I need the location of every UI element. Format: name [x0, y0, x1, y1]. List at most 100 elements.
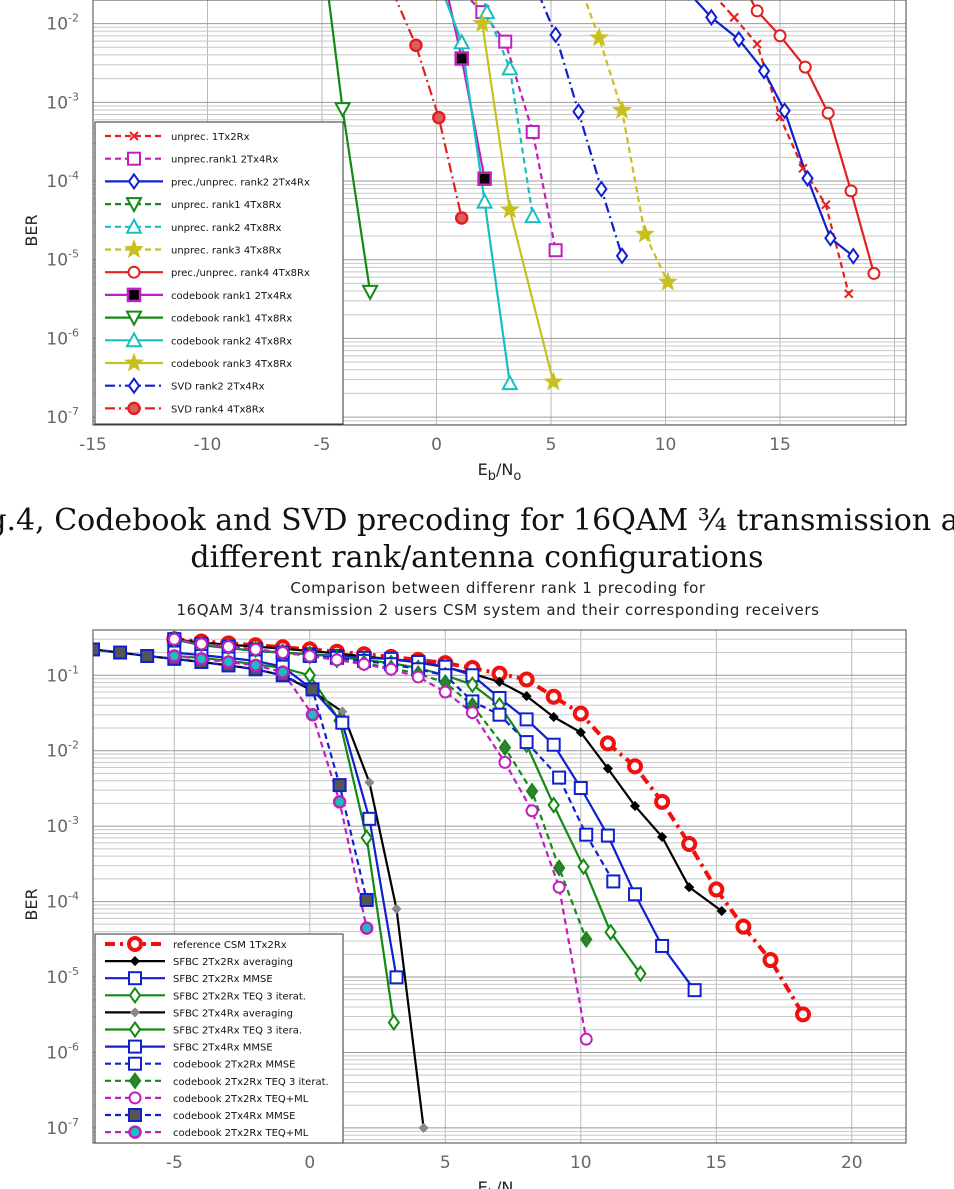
data-point: [604, 923, 617, 941]
y-tick-label: 10-7: [46, 1116, 79, 1139]
data-point: [525, 804, 539, 818]
x-tick-label: 10: [570, 1153, 592, 1173]
series-line: [395, 0, 463, 219]
data-point: [778, 102, 791, 120]
data-point: [387, 1013, 401, 1032]
data-point: [628, 887, 642, 902]
legend-swatch-marker: [128, 986, 142, 1005]
data-point: [276, 646, 290, 660]
data-point: [472, 13, 493, 33]
legend-swatch-marker: [126, 287, 142, 303]
data-point: [221, 655, 236, 669]
data-point: [330, 653, 344, 667]
legend-swatch-marker: [127, 936, 143, 952]
data-point: [600, 828, 615, 843]
legend-entry: codebook 2Tx2Rx TEQ+ML: [173, 1094, 309, 1105]
y-tick-label: 10-6: [46, 326, 79, 349]
data-point: [599, 735, 616, 752]
data-point: [606, 874, 621, 889]
data-point: [577, 857, 590, 876]
data-point: [654, 793, 671, 810]
data-point: [824, 229, 837, 247]
legend-swatch-marker: [125, 331, 143, 348]
data-point: [705, 8, 718, 27]
data-point: [627, 758, 643, 775]
data-point: [453, 33, 471, 50]
data-point: [432, 110, 446, 125]
data-point: [305, 707, 320, 722]
data-point: [543, 371, 564, 391]
y-axis-label: BER: [22, 214, 41, 246]
data-point: [194, 652, 209, 666]
data-point: [579, 930, 593, 949]
data-point: [389, 970, 404, 985]
x-axis-label: Eb/No: [478, 1178, 522, 1189]
data-point: [547, 796, 560, 814]
legend-entry: codebook rank3 4Tx8Rx: [171, 359, 292, 370]
legend-entry: prec./unprec. rank4 4Tx8Rx: [171, 268, 310, 279]
data-point: [113, 645, 128, 660]
legend-swatch-marker: [128, 1020, 142, 1039]
legend-entry: prec./unprec. rank2 2Tx4Rx: [171, 177, 310, 188]
data-point: [579, 827, 594, 842]
data-point: [844, 288, 854, 299]
data-point: [360, 829, 373, 847]
x-tick-label: 15: [705, 1153, 727, 1173]
data-point: [752, 39, 762, 49]
legend-entry: SVD rank2 2Tx4Rx: [171, 382, 265, 393]
data-point: [357, 657, 371, 671]
data-point: [332, 795, 347, 809]
legend-entry: unprec. rank2 4Tx8Rx: [171, 223, 282, 234]
x-tick-label: 5: [440, 1153, 451, 1173]
data-point: [572, 102, 585, 121]
data-point: [384, 662, 398, 676]
legend-swatch-marker: [128, 1056, 142, 1071]
figure-caption-line1: Fig.4, Codebook and SVD precoding for 16…: [0, 503, 954, 538]
data-point: [418, 1122, 429, 1133]
data-point: [275, 665, 290, 679]
data-point: [498, 34, 513, 49]
data-point: [167, 649, 182, 663]
data-point: [391, 903, 402, 914]
data-point: [303, 666, 317, 684]
data-point: [549, 26, 562, 44]
figure-caption-line2: different rank/antenna configurations: [190, 540, 763, 575]
data-point: [657, 831, 668, 842]
legend-entry: codebook 2Tx4Rx MMSE: [173, 1111, 295, 1122]
legend-swatch-marker: [128, 1108, 142, 1122]
legend-swatch-marker: [128, 971, 142, 986]
data-point: [795, 1006, 812, 1023]
series-group: [93, 630, 812, 1133]
data-point: [575, 727, 586, 738]
legend-swatch-marker: [129, 131, 139, 141]
plot-frame: [92, 0, 907, 426]
series-line: [444, 0, 511, 384]
legend-entry: SFBC 2Tx4Rx TEQ 3 itera.: [173, 1026, 302, 1037]
x-axis-label: Eb/No: [478, 460, 522, 484]
data-point: [337, 706, 348, 717]
x-tick-label: 5: [546, 435, 557, 455]
data-point: [499, 199, 520, 219]
legend-entry: unprec. rank1 4Tx8Rx: [171, 200, 282, 211]
data-point: [684, 882, 695, 893]
data-point: [478, 3, 496, 20]
data-point: [732, 30, 746, 49]
series-line: [749, 0, 875, 274]
legend-swatch-marker: [124, 239, 144, 258]
y-tick-label: 10-3: [46, 814, 79, 837]
data-point: [498, 755, 512, 769]
data-point: [249, 642, 263, 656]
data-point: [716, 905, 727, 917]
legend-swatch-marker: [129, 1007, 141, 1018]
legend-entry: codebook 2Tx2Rx MMSE: [173, 1060, 295, 1071]
legend-entry: SFBC 2Tx4Rx averaging: [173, 1008, 293, 1019]
data-point: [194, 637, 208, 651]
data-point: [687, 983, 702, 998]
series-line: [174, 638, 588, 1040]
data-point: [844, 184, 858, 198]
data-point: [492, 707, 507, 722]
legend-swatch-marker: [127, 401, 141, 416]
series-line: [474, 0, 555, 383]
legend-swatch-marker: [125, 310, 143, 327]
